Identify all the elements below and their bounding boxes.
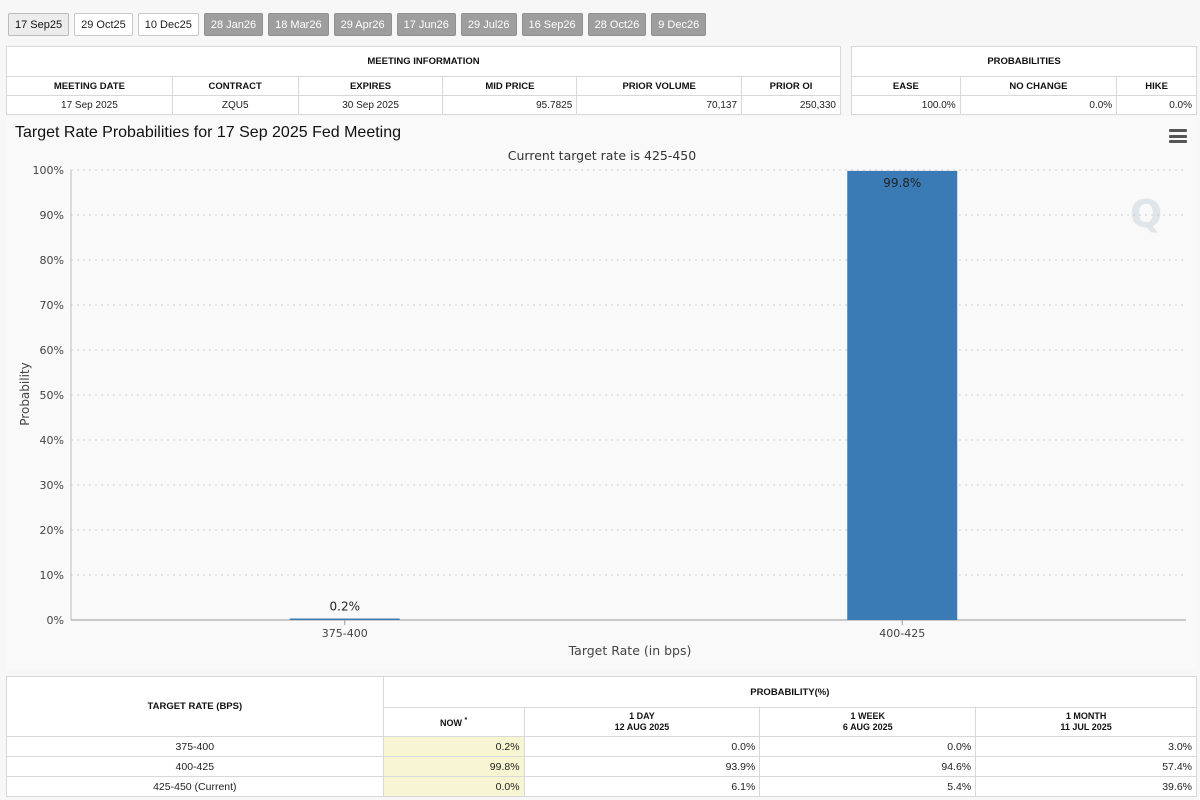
1-month-cell: 39.6%: [975, 776, 1197, 797]
1-day-cell: 93.9%: [523, 756, 761, 777]
tab-10-dec25[interactable]: 10 Dec25: [137, 13, 199, 36]
x-axis-label: Target Rate (in bps): [568, 643, 692, 658]
meeting-information-table: MEETING INFORMATION MEETING DATE CONTRAC…: [6, 46, 841, 115]
chart-panel: Target Rate Probabilities for 17 Sep 202…: [6, 117, 1197, 670]
bar-data-label: 0.2%: [330, 600, 361, 614]
mid-price-value: 95.7825: [442, 95, 578, 115]
q-logo-watermark: Q: [1130, 192, 1162, 236]
contract-value: ZQU5: [171, 95, 299, 115]
tab-29-apr26[interactable]: 29 Apr26: [333, 13, 392, 36]
1-month-cell: 57.4%: [975, 756, 1197, 777]
tab-9-dec26[interactable]: 9 Dec26: [651, 13, 707, 36]
y-axis-label: Probability: [18, 362, 32, 425]
tab-17-jun26[interactable]: 17 Jun26: [396, 13, 456, 36]
rate-cell: 400-425: [6, 756, 384, 777]
target-rate-bar-chart: 0% 10% 20% 30% 40% 50% 60% 70% 80% 90% 100% 0.2% 99…: [18, 148, 1186, 658]
tab-28-oct26[interactable]: 28 Oct26: [587, 13, 647, 36]
y-tick-label: 60%: [40, 344, 64, 357]
svg-text:Q: Q: [1130, 192, 1162, 236]
y-tick-label: 10%: [40, 569, 64, 582]
prior-oi-value: 250,330: [741, 95, 841, 115]
chart-gridlines: [70, 169, 1186, 621]
bar-data-label: 99.8%: [883, 176, 921, 190]
1-week-header: 1 WEEK 6 AUG 2025: [759, 707, 977, 737]
probabilities-summary-table: PROBABILITIES EASE NO CHANGE HIKE 100.0%…: [851, 46, 1197, 115]
now-cell: 99.8%: [382, 756, 525, 777]
y-tick-label: 90%: [40, 209, 64, 222]
now-cell: 0.2%: [382, 736, 525, 757]
chart-title: Target Rate Probabilities for 17 Sep 202…: [15, 124, 402, 141]
chart-bars: 0.2% 99.8%: [289, 170, 958, 621]
1-week-cell: 94.6%: [759, 756, 977, 777]
y-tick-label: 20%: [40, 524, 64, 537]
1-day-cell: 0.0%: [523, 736, 761, 757]
1-day-header: 1 DAY 12 AUG 2025: [523, 707, 761, 737]
tab-28-jan26[interactable]: 28 Jan26: [203, 13, 264, 36]
prior-oi-header: PRIOR OI: [741, 76, 841, 96]
y-tick-label: 100%: [33, 164, 64, 177]
x-tick-label: 375-400: [322, 627, 368, 640]
meeting-information-title: MEETING INFORMATION: [6, 46, 841, 77]
now-header: NOW *: [382, 707, 525, 737]
prior-volume-header: PRIOR VOLUME: [576, 76, 743, 96]
target-rate-header: TARGET RATE (BPS): [6, 676, 384, 737]
y-tick-label: 0%: [47, 614, 64, 627]
meeting-date-tabs: 17 Sep25 29 Oct25 10 Dec25 28 Jan26 18 M…: [8, 13, 707, 37]
expires-value: 30 Sep 2025: [297, 95, 444, 115]
y-tick-label: 30%: [40, 479, 64, 492]
tab-29-oct25[interactable]: 29 Oct25: [74, 13, 133, 36]
tab-18-mar26[interactable]: 18 Mar26: [268, 13, 329, 36]
1-week-cell: 5.4%: [759, 776, 977, 797]
hamburger-menu-icon[interactable]: [1169, 129, 1187, 143]
table-row: 400-425 99.8% 93.9% 94.6% 57.4%: [6, 756, 1197, 777]
mid-price-header: MID PRICE: [442, 76, 578, 96]
tab-17-sep25[interactable]: 17 Sep25: [8, 13, 70, 36]
contract-header: CONTRACT: [171, 76, 299, 96]
expires-header: EXPIRES: [297, 76, 444, 96]
y-axis-ticks: 0% 10% 20% 30% 40% 50% 60% 70% 80% 90% 100%: [33, 164, 64, 627]
tab-16-sep26[interactable]: 16 Sep26: [521, 13, 583, 36]
1-week-cell: 0.0%: [759, 736, 977, 757]
rate-cell: 425-450 (Current): [6, 776, 384, 797]
meeting-date-value: 17 Sep 2025: [6, 95, 173, 115]
y-tick-label: 70%: [40, 299, 64, 312]
no-change-header: NO CHANGE: [959, 76, 1118, 96]
bar-375-400[interactable]: [289, 618, 400, 621]
probability-group-header: PROBABILITY(%): [382, 676, 1198, 708]
1-day-cell: 6.1%: [523, 776, 761, 797]
table-row: 425-450 (Current) 0.0% 6.1% 5.4% 39.6%: [6, 776, 1197, 797]
probabilities-title: PROBABILITIES: [851, 46, 1197, 77]
y-tick-label: 40%: [40, 434, 64, 447]
meeting-date-header: MEETING DATE: [6, 76, 173, 96]
rate-cell: 375-400: [6, 736, 384, 757]
chart-subtitle: Current target rate is 425-450: [508, 148, 696, 163]
tab-29-jul26[interactable]: 29 Jul26: [460, 13, 517, 36]
ease-value: 100.0%: [851, 95, 961, 115]
x-tick-label: 400-425: [879, 627, 925, 640]
bar-400-425[interactable]: [847, 170, 958, 620]
y-tick-label: 80%: [40, 254, 64, 267]
now-footnote-marker: *: [464, 717, 468, 724]
table-row: 375-400 0.2% 0.0% 0.0% 3.0%: [6, 736, 1197, 757]
hike-header: HIKE: [1116, 76, 1197, 96]
y-tick-label: 50%: [40, 389, 64, 402]
now-cell: 0.0%: [382, 776, 525, 797]
1-month-header: 1 MONTH 11 JUL 2025: [975, 707, 1197, 737]
ease-header: EASE: [851, 76, 961, 96]
hike-value: 0.0%: [1116, 95, 1197, 115]
1-month-cell: 3.0%: [975, 736, 1197, 757]
prior-volume-value: 70,137: [576, 95, 743, 115]
no-change-value: 0.0%: [959, 95, 1118, 115]
target-rate-probability-table: TARGET RATE (BPS) PROBABILITY(%) NOW * 1…: [6, 676, 1198, 797]
x-axis-ticks: 375-400 400-425: [322, 620, 925, 640]
